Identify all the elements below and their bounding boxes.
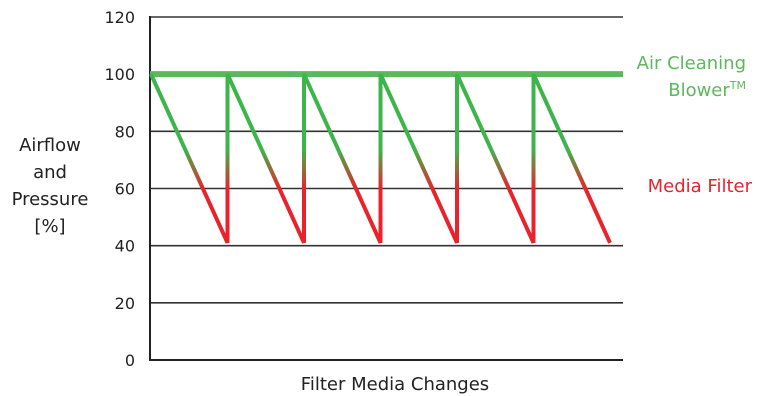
y-tick-label: 120 [104,8,135,27]
y-tick-label: 60 [115,180,135,199]
y-tick-label: 100 [104,65,135,84]
y-axis-label-line: Airflow [19,135,81,156]
y-tick-label: 80 [115,122,135,141]
legend-label-blower-line2: BlowerTM [668,79,746,101]
y-tick-label: 40 [115,237,135,256]
legend-label-blower: Air Cleaning [637,53,746,74]
y-axis-label-line: and [33,162,67,183]
y-tick-label: 0 [125,351,135,370]
legend-label-media-filter: Media Filter [648,176,753,197]
trademark-superscript: TM [729,79,746,92]
y-tick-label: 20 [115,294,135,313]
grid-lines [150,16,623,304]
x-axis-label: Filter Media Changes [301,374,489,395]
y-axis-label-line: Pressure [12,189,89,210]
y-tick-labels: 0 20 40 60 80 100 120 [104,8,135,370]
y-axis-label-line: [%] [34,216,65,237]
series-line-media-filter [149,73,612,244]
y-axis-label: Airflow and Pressure [%] [12,135,89,237]
